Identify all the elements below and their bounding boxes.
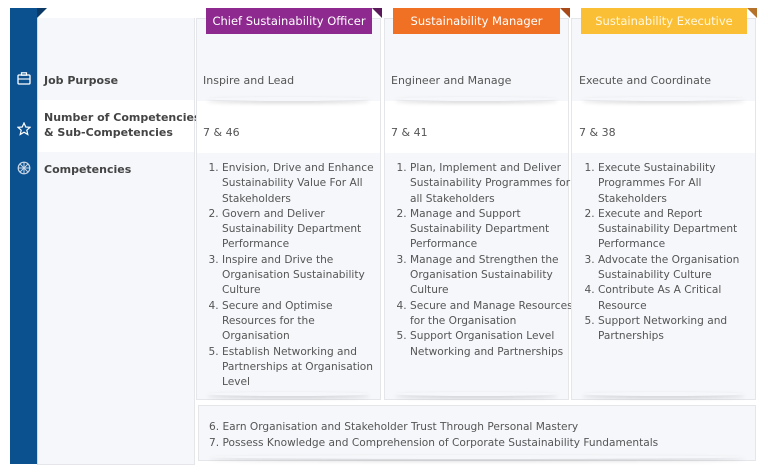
divider-shadow <box>207 392 370 396</box>
list-item: 6. Earn Organisation and Stakeholder Tru… <box>209 421 579 433</box>
list-item: Secure and Manage Resources for the Orga… <box>410 299 576 330</box>
list-item: Govern and Deliver Sustainability Depart… <box>222 207 382 253</box>
label-line-2: & Sub-Competencies <box>44 126 173 139</box>
list-item: Support Organisation Level Networking an… <box>410 329 576 360</box>
count-value: 7 & 38 <box>579 126 616 139</box>
row-band-white <box>385 101 568 153</box>
job-purpose-value: Inspire and Lead <box>203 74 295 87</box>
list-item: Execute and Report Sustainability Depart… <box>598 207 758 253</box>
compass-icon <box>10 161 37 180</box>
list-item: Manage and Support Sustainability Depart… <box>410 207 576 253</box>
count-value: 7 & 46 <box>203 126 240 139</box>
row-band-white <box>572 101 755 153</box>
label-line-1: Number of Competencies <box>44 111 201 124</box>
star-icon <box>10 121 37 141</box>
corner-fold <box>37 8 47 18</box>
column-cso: Inspire and Lead 7 & 46 Envision, Drive … <box>196 18 381 400</box>
header-fold <box>560 8 570 18</box>
label-job-purpose: Job Purpose <box>44 74 119 87</box>
label-competencies: Competencies <box>44 163 132 176</box>
job-purpose-value: Execute and Coordinate <box>579 74 711 87</box>
job-purpose-value: Engineer and Manage <box>391 74 512 87</box>
header-fold <box>747 8 757 18</box>
list-item: Manage and Strengthen the Organisation S… <box>410 253 576 299</box>
column-manager: Engineer and Manage 7 & 41 Plan, Impleme… <box>384 18 573 400</box>
list-item: Execute Sustainability Programmes For Al… <box>598 161 758 207</box>
list-item: Support Networking and Partnerships <box>598 314 758 345</box>
column-executive: Execute and Coordinate 7 & 38 Execute Su… <box>571 18 756 400</box>
competency-list: Plan, Implement and Deliver Sustainabili… <box>388 161 576 360</box>
row-band-white <box>197 101 380 153</box>
header-cso: Chief Sustainability Officer <box>206 8 372 34</box>
divider-shadow <box>209 455 745 459</box>
divider-shadow <box>395 392 558 396</box>
list-item: Inspire and Drive the Organisation Susta… <box>222 253 382 299</box>
divider-shadow <box>207 97 370 101</box>
competency-list: Envision, Drive and Enhance Sustainabili… <box>200 161 382 390</box>
row-band-white <box>38 100 194 152</box>
list-item: Establish Networking and Partnerships at… <box>222 345 382 391</box>
divider-shadow <box>395 97 558 101</box>
list-item: Advocate the Organisation Sustainability… <box>598 253 758 284</box>
list-item: Contribute As A Critical Resource <box>598 283 758 314</box>
divider-shadow <box>582 392 745 396</box>
header-manager: Sustainability Manager <box>393 8 560 34</box>
header-executive: Sustainability Executive <box>581 8 747 34</box>
competency-list: Execute Sustainability Programmes For Al… <box>576 161 758 345</box>
count-value: 7 & 41 <box>391 126 428 139</box>
list-item: Plan, Implement and Deliver Sustainabili… <box>410 161 576 207</box>
list-item: Secure and Optimise Resources for the Or… <box>222 299 382 345</box>
shared-competency-list: 6. Earn Organisation and Stakeholder Tru… <box>209 419 658 451</box>
divider-shadow <box>582 97 745 101</box>
list-item: Envision, Drive and Enhance Sustainabili… <box>222 161 382 207</box>
list-item: 7. Possess Knowledge and Comprehension o… <box>209 437 659 449</box>
briefcase-icon <box>10 72 37 90</box>
row-labels-column <box>37 18 195 465</box>
label-num-competencies: Number of Competencies & Sub-Competencie… <box>44 110 201 140</box>
shared-competencies-box: 6. Earn Organisation and Stakeholder Tru… <box>198 405 756 461</box>
header-fold <box>372 8 382 18</box>
